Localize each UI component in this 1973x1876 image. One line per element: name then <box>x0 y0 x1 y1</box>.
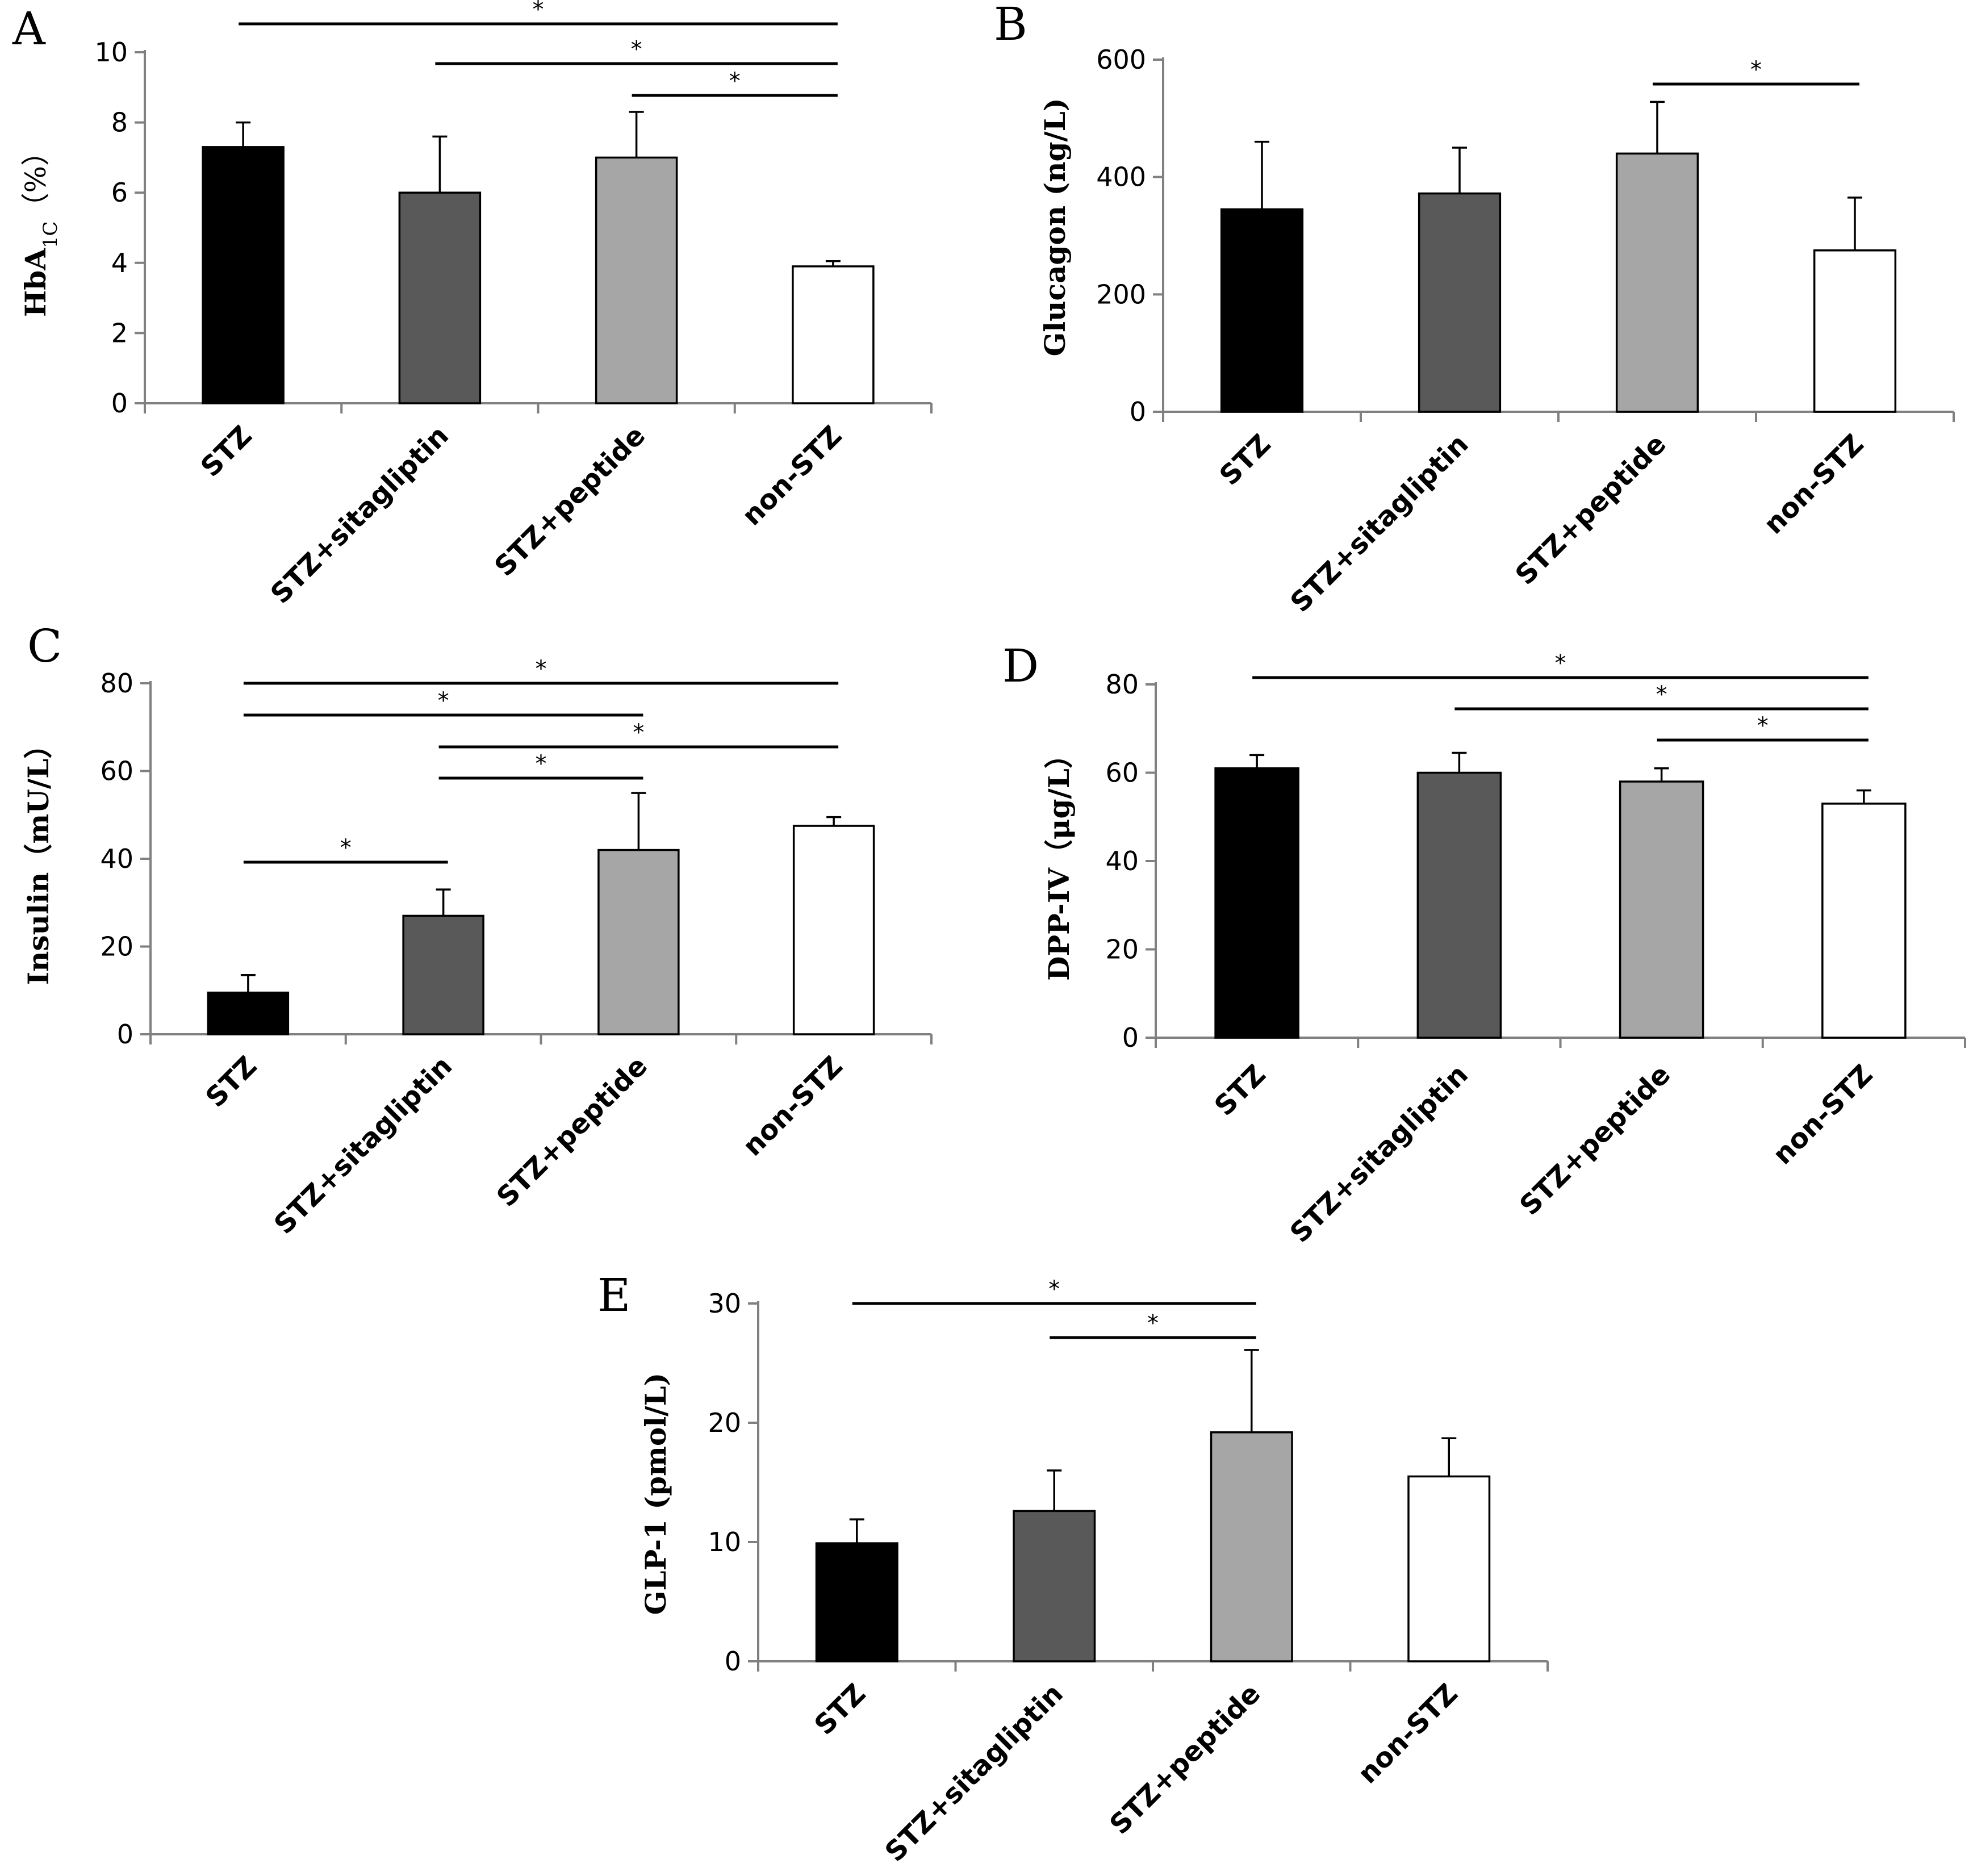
y-tick-label: 80 <box>100 668 133 699</box>
category-label: STZ <box>195 420 258 483</box>
category-label: STZ <box>1209 1059 1272 1122</box>
y-tick-label: 200 <box>1096 279 1146 310</box>
significance-star: * <box>729 68 741 94</box>
bar-1 <box>202 146 285 404</box>
significance-star: * <box>536 751 547 777</box>
category-label: STZ+sitagliptin <box>879 1678 1069 1868</box>
category-label: STZ+peptide <box>491 1050 654 1213</box>
category-label: non-STZ <box>1767 1059 1879 1171</box>
y-tick-label: 2 <box>111 317 128 348</box>
category-label: STZ+sitagliptin <box>268 1050 458 1240</box>
y-tick-label: 20 <box>100 931 133 962</box>
y-tick-label: 30 <box>708 1288 741 1319</box>
significance-star: * <box>633 720 644 746</box>
bar-2 <box>1013 1510 1096 1662</box>
bar-4 <box>792 265 875 404</box>
y-tick-label: 6 <box>111 177 128 208</box>
bar-3 <box>1615 152 1699 413</box>
significance-star: * <box>438 688 449 714</box>
y-tick-label: 10 <box>708 1527 741 1557</box>
y-tick-label: 4 <box>111 248 128 278</box>
y-tick-label: 20 <box>1105 934 1139 965</box>
chart-panel-C: C 0 20 40 60 80 Insulin（mU/L） STZ STZ+sitaglipti… <box>22 620 933 1240</box>
significance-star: * <box>1147 1310 1159 1336</box>
bar-3 <box>1619 780 1704 1039</box>
significance-star: * <box>1048 1276 1060 1302</box>
bar-2 <box>1418 192 1502 413</box>
panel-letter: D <box>1002 640 1039 692</box>
bar-4 <box>1407 1475 1491 1662</box>
significance-star: * <box>1555 650 1566 676</box>
bar-1 <box>1220 208 1304 413</box>
y-tick-label: 600 <box>1096 44 1146 75</box>
bar-1 <box>1214 767 1299 1039</box>
y-axis-label: Insulin（mU/L） <box>22 730 55 985</box>
y-axis-label: HbA1C（%） <box>19 137 62 317</box>
y-tick-label: 0 <box>1130 396 1146 427</box>
panel-letter: B <box>994 0 1027 51</box>
bar-3 <box>1210 1431 1293 1662</box>
bar-4 <box>1821 803 1907 1039</box>
bar-2 <box>402 914 484 1035</box>
category-label: STZ <box>808 1678 872 1741</box>
y-tick-label: 0 <box>111 388 128 419</box>
significance-star: * <box>536 656 547 682</box>
bar-3 <box>595 156 678 404</box>
significance-star: * <box>1750 57 1762 83</box>
y-tick-label: 40 <box>100 843 133 874</box>
category-label: STZ+sitagliptin <box>1284 428 1474 619</box>
y-tick-label: 40 <box>1105 846 1139 876</box>
y-tick-label: 8 <box>111 107 128 138</box>
significance-star: * <box>631 36 642 62</box>
category-label: non-STZ <box>736 420 848 532</box>
y-tick-label: 60 <box>100 756 133 787</box>
significance-star: * <box>340 835 352 861</box>
chart-panel-D: D 0 20 40 60 80 DPP-IV（μg/L） STZ STZ+sitagliptin… <box>1002 640 1966 1249</box>
y-tick-label: 60 <box>1105 758 1139 788</box>
bar-4 <box>1813 249 1897 413</box>
category-label: STZ <box>1214 428 1277 492</box>
bar-2 <box>1416 771 1502 1039</box>
category-label: STZ+peptide <box>1103 1678 1266 1841</box>
bar-3 <box>597 849 680 1035</box>
y-tick-label: 0 <box>117 1019 133 1050</box>
category-label: non-STZ <box>1758 428 1870 541</box>
y-axis-label: DPP-IV（μg/L） <box>1042 740 1076 981</box>
panel-letter: E <box>597 1269 630 1322</box>
y-axis-label: Glucagon (ng/L) <box>1038 98 1072 356</box>
category-label: STZ+peptide <box>1514 1059 1677 1222</box>
significance-star: * <box>1757 713 1769 739</box>
significance-star: * <box>1656 682 1667 708</box>
chart-panel-B: B 0 200 400 600 Glucagon (ng/L) STZ STZ+sitagli… <box>994 0 1955 619</box>
category-label: STZ+peptide <box>488 420 651 583</box>
category-label: STZ+sitagliptin <box>1284 1059 1474 1249</box>
chart-panel-E: E 0 10 20 30 GLP-1 (pmol/L) STZ STZ+sitagliptin… <box>597 1269 1549 1868</box>
panel-letter: A <box>12 2 46 55</box>
y-tick-label: 80 <box>1105 669 1139 700</box>
bar-2 <box>398 191 482 404</box>
y-tick-label: 20 <box>708 1407 741 1438</box>
y-axis-label: GLP-1 (pmol/L) <box>639 1373 672 1615</box>
category-label: STZ+peptide <box>1509 428 1672 591</box>
category-label: non-STZ <box>1352 1678 1464 1790</box>
chart-panel-A: A 0 2 4 6 8 10 HbA1C（%） STZ STZ+sitagliptin STZ+pe… <box>12 0 933 610</box>
category-label: STZ <box>200 1050 264 1114</box>
panel-letter: C <box>27 620 62 672</box>
bar-1 <box>207 991 290 1035</box>
y-tick-label: 400 <box>1096 162 1146 193</box>
bar-1 <box>815 1542 898 1662</box>
significance-star: * <box>533 0 544 23</box>
category-label: non-STZ <box>737 1050 849 1163</box>
category-label: STZ+sitagliptin <box>265 420 455 610</box>
y-tick-label: 10 <box>94 37 128 68</box>
bar-4 <box>792 825 875 1035</box>
y-tick-label: 0 <box>725 1646 741 1677</box>
y-tick-label: 0 <box>1122 1022 1139 1053</box>
